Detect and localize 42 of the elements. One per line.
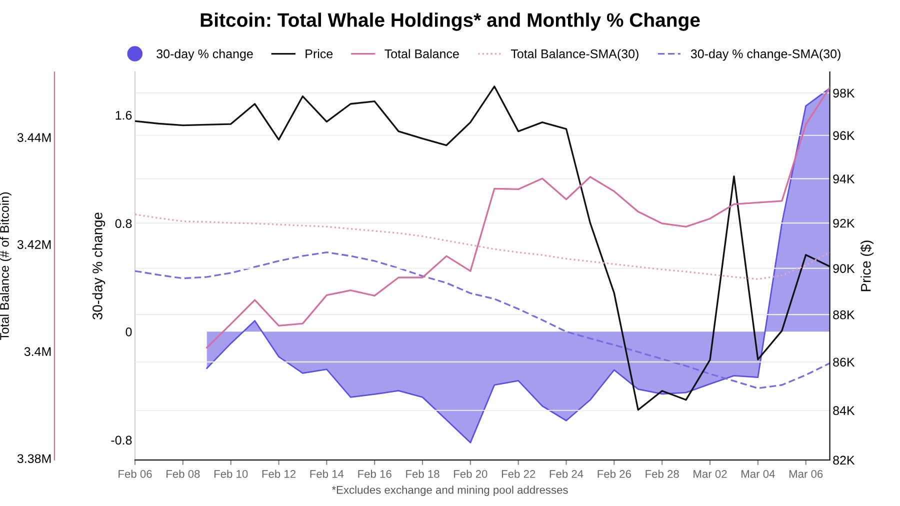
y2-tick-label: 96K: [833, 131, 855, 140]
y2-tick-label: 86K: [833, 358, 855, 367]
y2-tick-label: 84K: [833, 406, 855, 416]
x-tick-label: Feb 18: [406, 470, 440, 478]
y-axis-title: 30-day % change: [92, 212, 106, 320]
y3-tick-label: 3.4M: [24, 347, 51, 356]
legend-label: Total Balance-SMA(30): [510, 49, 638, 61]
y2-axis-title: Price ($): [860, 240, 874, 292]
chart-title: Bitcoin: Total Whale Holdings* and Monthly % Change: [200, 12, 700, 31]
y-tick-label: 1.6: [116, 110, 132, 120]
y-tick-label: -0.8: [111, 436, 132, 445]
x-tick-label: Mar 04: [742, 470, 775, 478]
legend-label: 30-day % change-SMA(30): [690, 49, 840, 61]
x-tick-label: Feb 14: [310, 470, 344, 478]
x-tick-label: Feb 08: [166, 470, 200, 478]
x-tick-label: Feb 24: [550, 470, 584, 478]
x-tick-label: Feb 28: [646, 470, 679, 478]
legend-label: Price: [306, 49, 333, 58]
y2-tick-label: 98K: [833, 88, 855, 98]
y2-tick-label: 92K: [833, 218, 855, 228]
x-tick-label: Feb 20: [454, 470, 488, 478]
y2-tick-label: 88K: [833, 310, 855, 320]
legend-label: 30-day % change: [156, 49, 253, 61]
y2-tick-label: 82K: [833, 456, 855, 465]
y3-tick-label: 3.44M: [17, 133, 51, 142]
text: *Excludes exchange and mining pool addresses: [332, 486, 568, 496]
x-tick-label: Feb 26: [598, 470, 631, 478]
x-tick-label: Mar 02: [694, 470, 727, 478]
y2-tick-label: 90K: [833, 264, 855, 273]
x-tick-label: Feb 12: [262, 470, 296, 478]
y-tick-label: 0: [126, 327, 132, 336]
y3-axis-title: Total Balance (# of Bitcoin): [0, 192, 12, 340]
x-tick-label: Mar 06: [789, 470, 823, 478]
y3-tick-label: 3.42M: [17, 240, 51, 249]
x-tick-label: Feb 06: [118, 470, 152, 478]
y3-tick-label: 3.38M: [17, 454, 51, 464]
x-tick-label: Feb 16: [358, 470, 392, 478]
x-tick-label: Feb 22: [502, 470, 536, 478]
y2-tick-label: 94K: [833, 174, 855, 184]
legend-label: Total Balance: [384, 49, 459, 58]
y-tick-label: 0.8: [115, 219, 132, 228]
x-tick-label: Feb 10: [214, 470, 248, 478]
